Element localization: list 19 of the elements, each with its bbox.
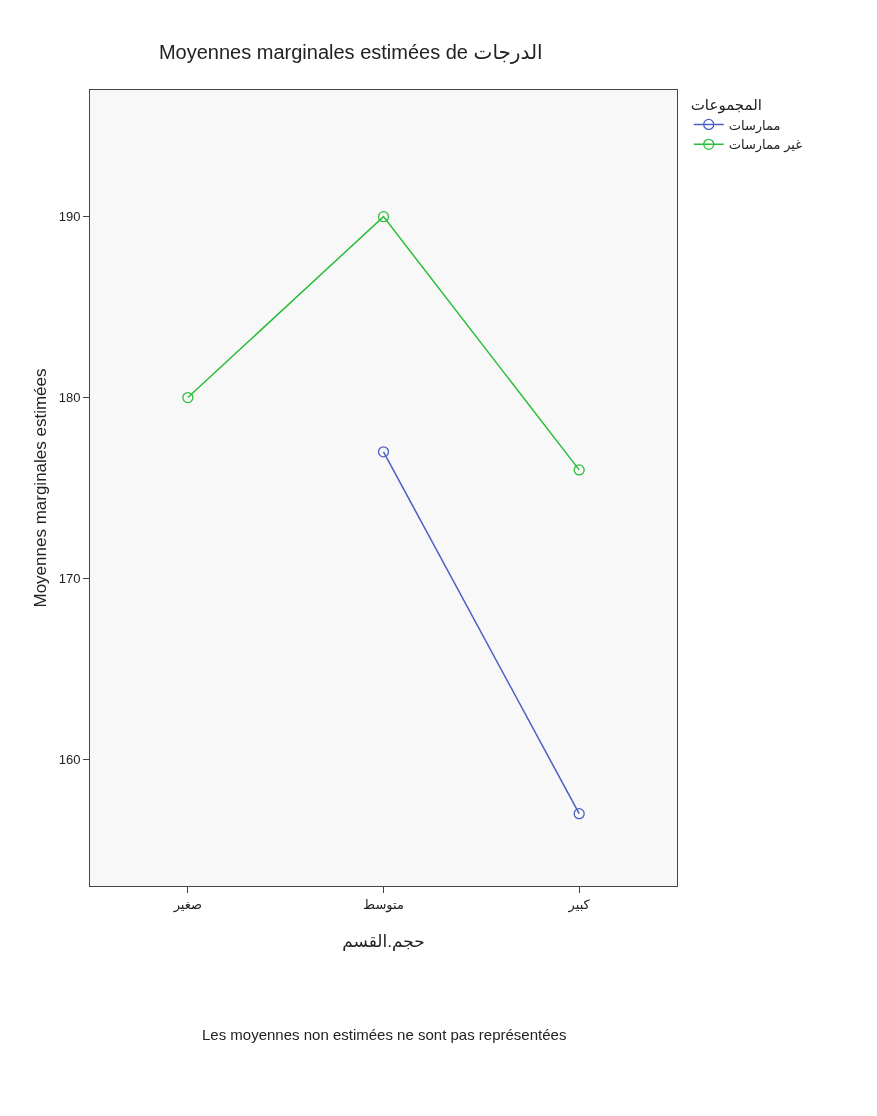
y-axis-title: Moyennes marginales estimées — [31, 368, 50, 608]
point — [377, 446, 390, 458]
legend-label: غير ممارسات — [728, 137, 803, 154]
point — [182, 391, 194, 404]
y-tick-label: 190 — [58, 209, 81, 225]
y-tick-label: 160 — [58, 751, 81, 767]
x-axis-title: حجم.القسم — [342, 932, 425, 952]
y-tick-label: 170 — [58, 571, 81, 586]
chart-title: Moyennes marginales estimées de الدرجات — [158, 40, 543, 64]
y-tick-label: 180 — [58, 390, 81, 406]
legend-title: المجموعات — [690, 95, 762, 114]
point — [573, 807, 585, 820]
x-tick-label: متوسط — [363, 896, 404, 913]
x-tick-label: صغير — [172, 896, 203, 913]
x-tick-label: كبير — [567, 896, 591, 913]
point — [573, 464, 585, 476]
legend-label: ممارسات — [728, 117, 781, 134]
point — [377, 210, 390, 223]
text: Les moyennes non estimées ne sont pas représentées — [202, 1026, 567, 1043]
